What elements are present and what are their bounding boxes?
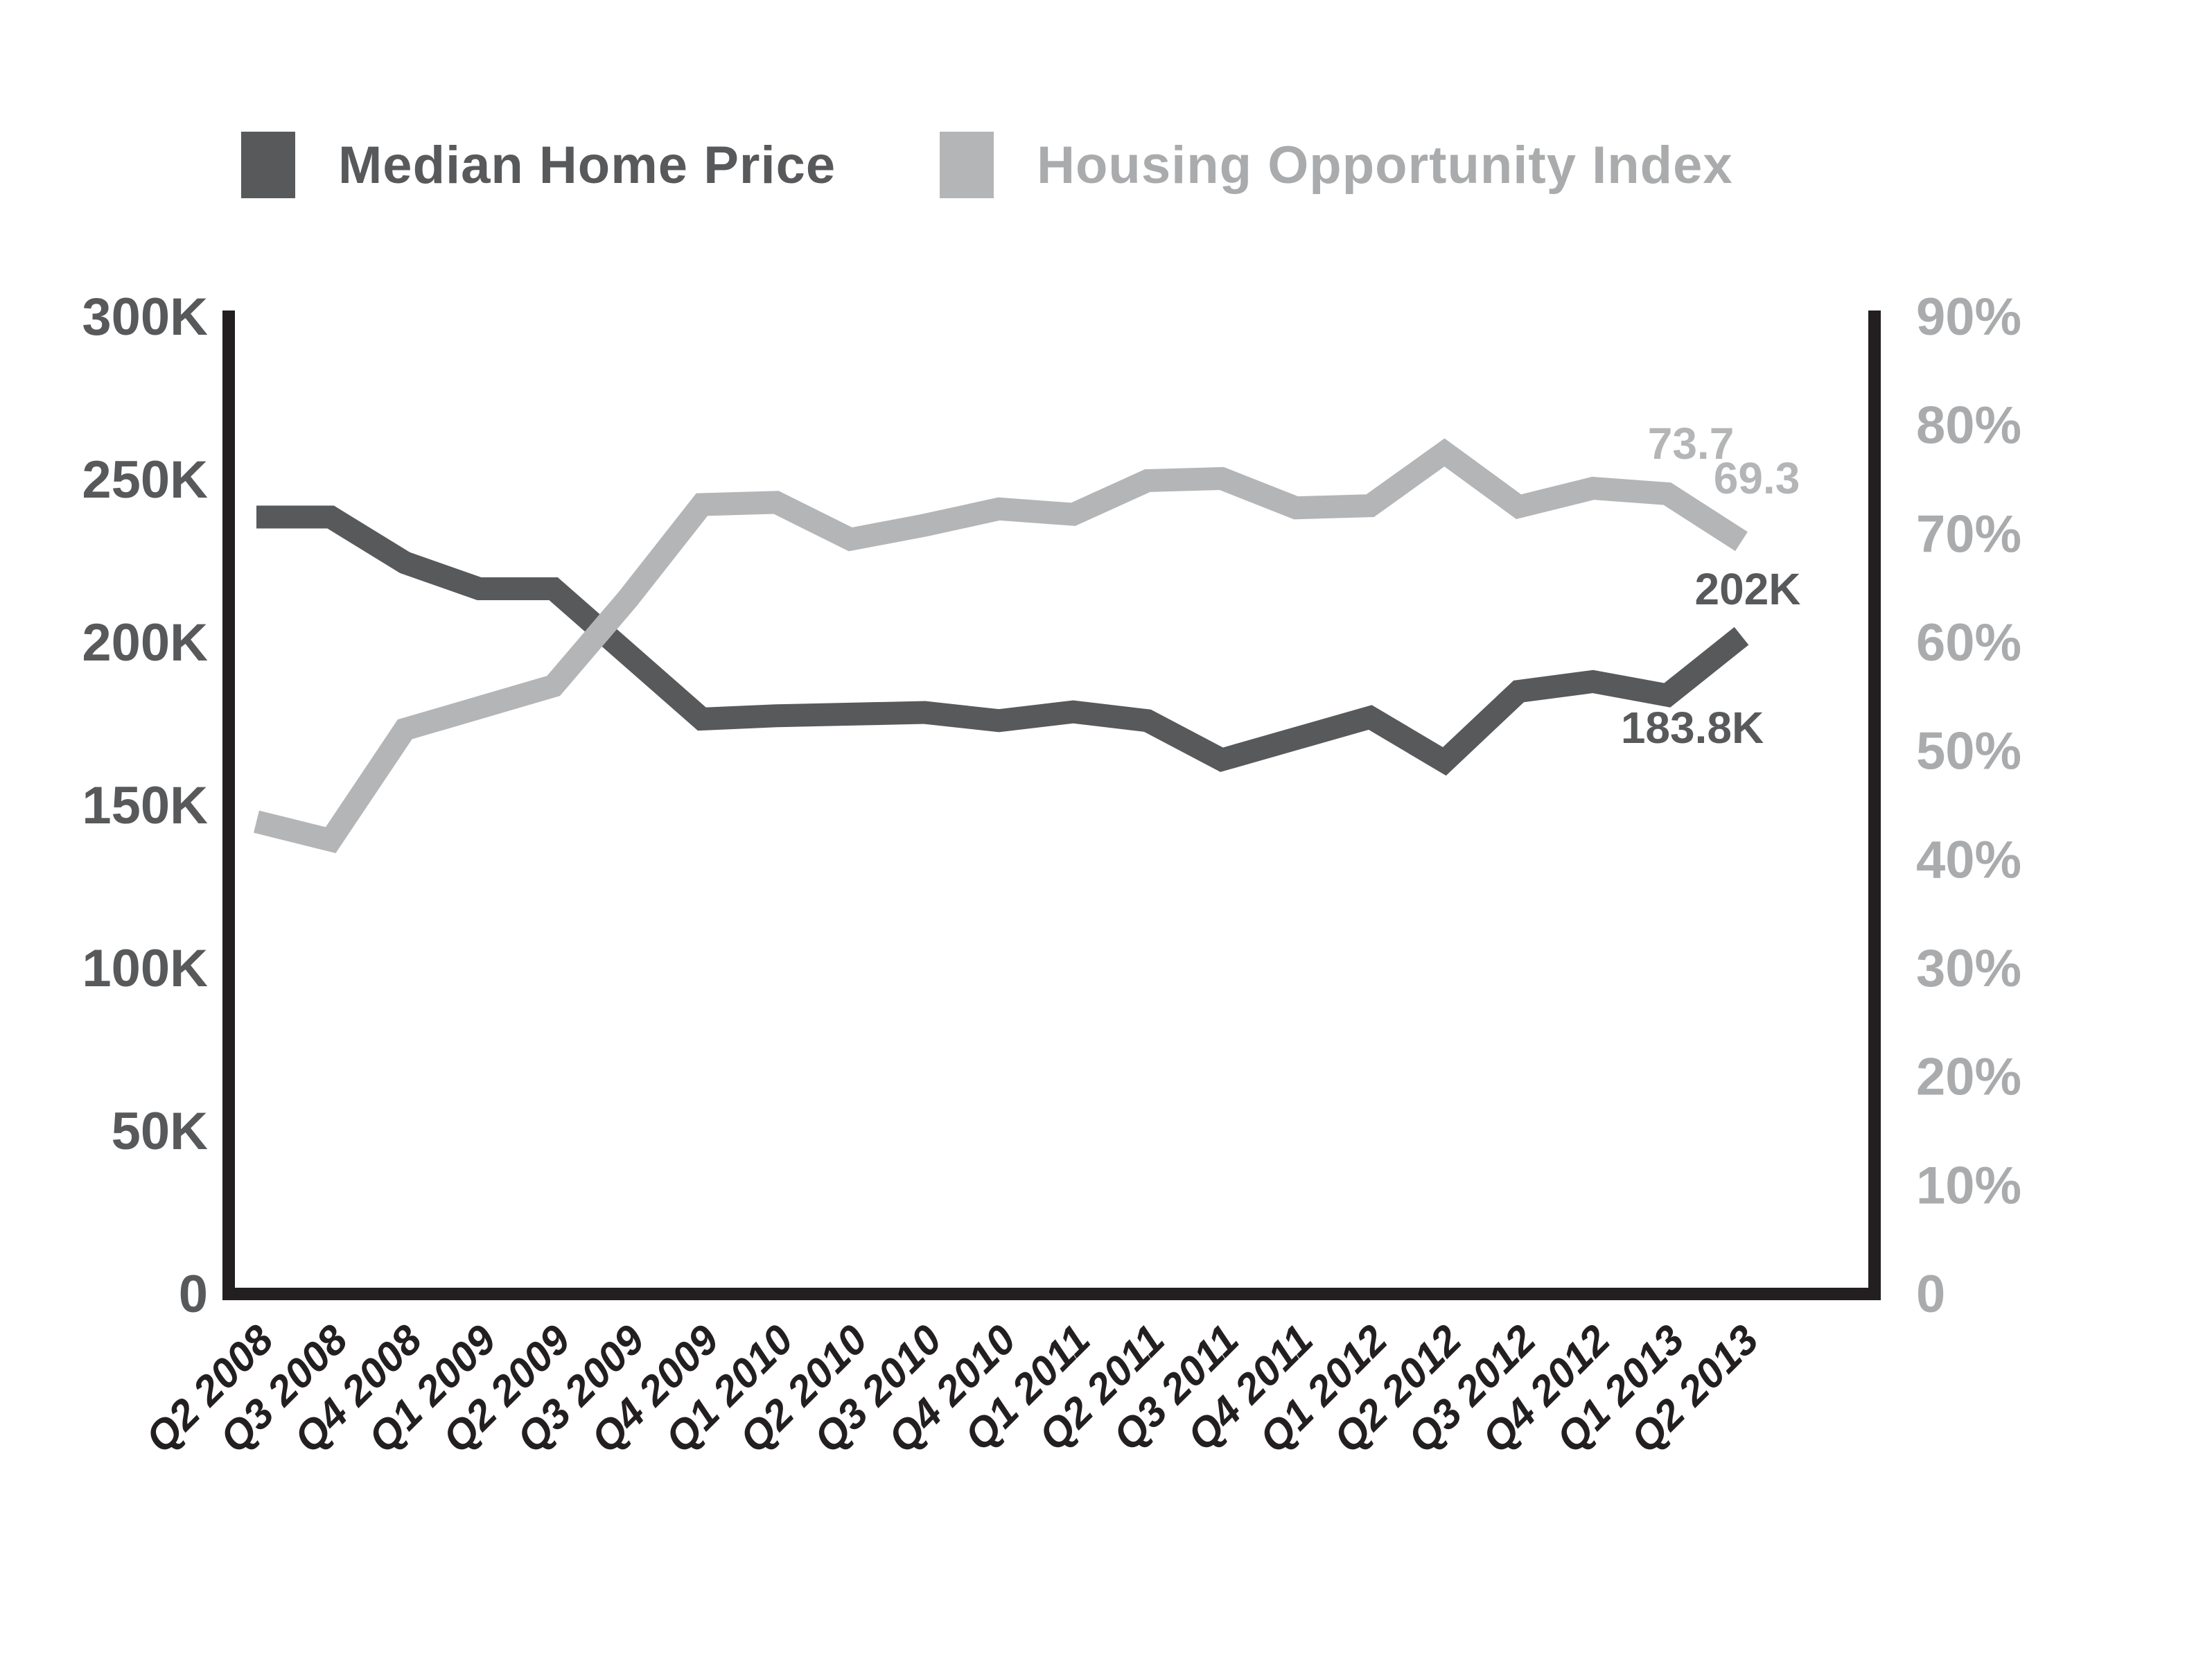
data-label-183.8k: 183.8K [1621,703,1764,753]
housing-opportunity-index-line [254,438,1748,853]
left-axis-tick-label: 250K [82,450,208,509]
data-label-202k: 202K [1695,564,1801,614]
right-axis-tick-label: 80% [1916,396,2021,455]
left-axis-tick-label: 300K [82,288,208,347]
right-axis-tick-label: 40% [1916,830,2021,889]
median-home-price-legend-label: Median Home Price [338,135,836,195]
right-axis-tick-label: 50% [1916,722,2021,781]
left-axis-tick-label: 50K [112,1102,209,1161]
median-home-price-line [256,505,1749,776]
axis-frame [222,310,1881,1300]
right-axis-tick-label: 60% [1916,613,2021,672]
housing-opportunity-index-swatch-icon [940,132,994,198]
right-axis-tick-label: 70% [1916,505,2021,563]
left-axis-tick-label: 0 [179,1265,208,1324]
legend-item-median-home-price: Median Home Price [241,132,836,198]
data-label-69.3: 69.3 [1714,453,1800,503]
right-axis-tick-label: 20% [1916,1048,2021,1107]
median-home-price-swatch-icon [241,132,295,198]
right-axis-tick-label: 10% [1916,1156,2021,1215]
right-axis-tick-label: 90% [1916,288,2021,347]
housing-opportunity-index-legend-label: Housing Opportunity Index [1037,135,1733,195]
left-axis-tick-label: 150K [82,776,208,835]
right-axis-tick-label: 30% [1916,939,2021,998]
right-axis-tick-label: 0 [1916,1265,1945,1324]
legend: Median Home Price Housing Opportunity In… [241,132,1733,198]
legend-item-housing-opportunity-index: Housing Opportunity Index [940,132,1733,198]
data-label-73.7: 73.7 [1648,419,1735,469]
left-axis-tick-label: 100K [82,939,208,998]
left-axis-tick-label: 200K [82,613,208,672]
